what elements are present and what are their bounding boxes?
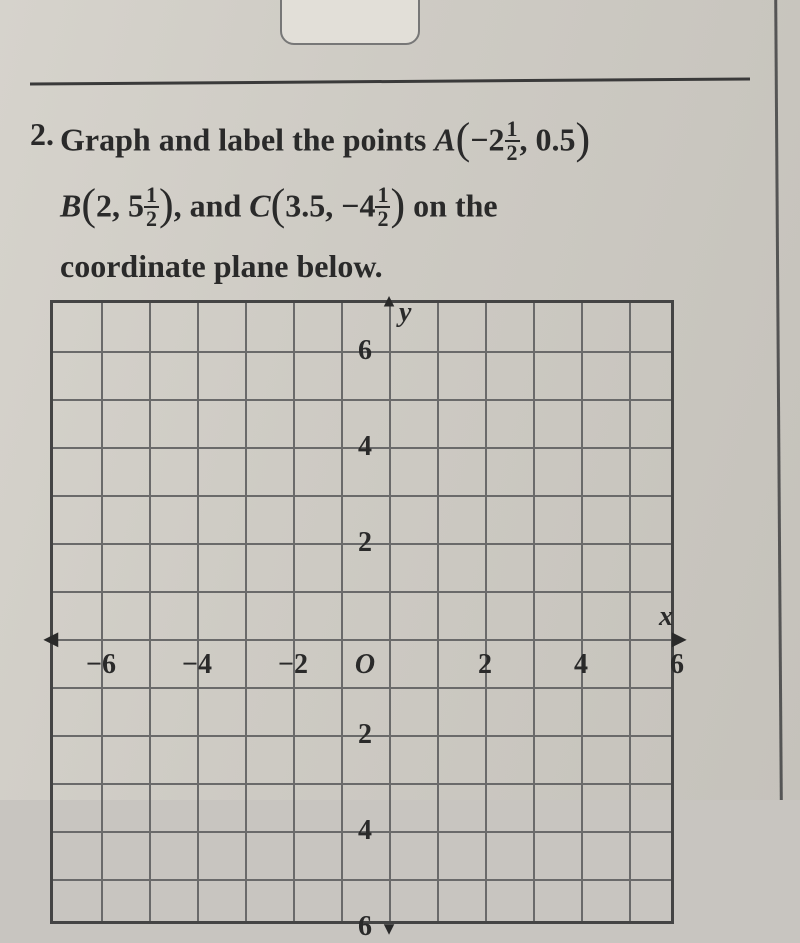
grid-vertical-line [581, 303, 583, 921]
x-tick-label: 6 [670, 649, 684, 681]
point-c-label: C [249, 187, 270, 223]
y-tick-label-neg: 2 [358, 719, 372, 751]
question-text: 2. Graph and label the points A(−212, 0.… [60, 110, 760, 290]
y-axis-label: y [399, 297, 411, 329]
pointB-frac: 12 [144, 184, 159, 230]
grid-vertical-line [245, 303, 247, 921]
grid-vertical-line [389, 303, 391, 921]
pointB-whole: 5 [128, 187, 144, 223]
partial-top-box [280, 0, 420, 45]
grid-horizontal-line [53, 399, 671, 401]
pointA-frac: 12 [505, 118, 520, 164]
arrow-down-icon: ▼ [380, 919, 398, 940]
q-text-3: coordinate plane below. [60, 248, 383, 284]
pointC-whole: −4 [341, 187, 375, 223]
grid-horizontal-line [53, 879, 671, 881]
grid-horizontal-line [53, 591, 671, 593]
pointC-x: 3.5 [285, 187, 325, 223]
grid-horizontal-line [53, 495, 671, 497]
x-tick-label: −2 [278, 649, 308, 681]
grid-vertical-line [533, 303, 535, 921]
worksheet-page: 2. Graph and label the points A(−212, 0.… [0, 0, 800, 800]
grid-vertical-line [437, 303, 439, 921]
y-tick-label: 2 [358, 527, 372, 559]
x-axis-label: x [659, 601, 673, 633]
arrow-right-icon: ▶ [672, 629, 686, 650]
y-tick-label: 4 [358, 431, 372, 463]
pointC-frac: 12 [375, 184, 390, 230]
paren-open-c: ( [271, 180, 286, 229]
grid-vertical-line [485, 303, 487, 921]
grid-box: −6−4−2246O642246yx▲▼◀▶ [50, 300, 674, 924]
paren-close-a: ) [576, 114, 591, 163]
paren-close-b: ) [159, 180, 174, 229]
pointA-y: 0.5 [536, 121, 576, 157]
point-a-label: A [434, 121, 455, 157]
grid-horizontal-line [53, 687, 671, 689]
right-margin-line [774, 0, 783, 800]
y-tick-label-neg: 4 [358, 815, 372, 847]
grid-vertical-line [197, 303, 199, 921]
coordinate-plane: −6−4−2246O642246yx▲▼◀▶ [50, 300, 674, 820]
arrow-left-icon: ◀ [44, 629, 58, 650]
grid-vertical-line [149, 303, 151, 921]
pointB-x: 2 [96, 187, 112, 223]
arrow-up-icon: ▲ [380, 291, 398, 312]
problem-number: 2. [30, 110, 54, 158]
grid-horizontal-line [53, 639, 671, 641]
q-text-2d: on the [405, 187, 497, 223]
point-b-label: B [60, 187, 81, 223]
x-tick-label: −6 [86, 649, 116, 681]
origin-label: O [355, 649, 375, 681]
paren-open-b: ( [81, 180, 96, 229]
pointA-whole: −2 [470, 121, 504, 157]
q-text-1a: Graph and label the points [60, 121, 434, 157]
paren-close-c: ) [390, 180, 405, 229]
grid-vertical-line [101, 303, 103, 921]
y-tick-label: 6 [358, 335, 372, 367]
x-tick-label: −4 [182, 649, 212, 681]
paren-open-a: ( [456, 114, 471, 163]
x-tick-label: 4 [574, 649, 588, 681]
horizontal-rule [30, 77, 750, 85]
grid-vertical-line [629, 303, 631, 921]
grid-horizontal-line [53, 783, 671, 785]
y-tick-label-neg: 6 [358, 911, 372, 943]
grid-vertical-line [341, 303, 343, 921]
x-tick-label: 2 [478, 649, 492, 681]
q-text-2b: , and [174, 187, 250, 223]
grid-vertical-line [293, 303, 295, 921]
